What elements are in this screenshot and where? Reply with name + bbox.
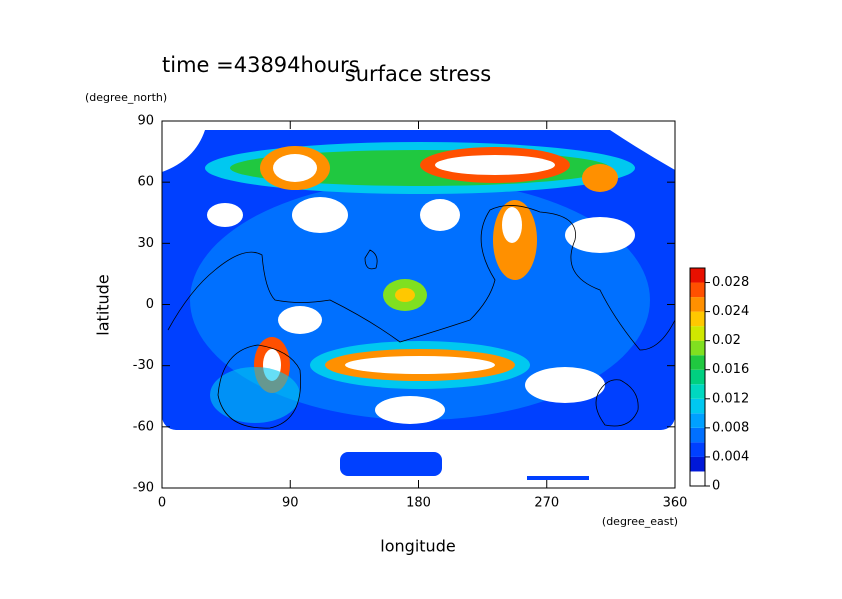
colorbar-segment: [690, 369, 705, 385]
x-tick-label: 90: [282, 496, 299, 511]
colorbar-segment: [690, 442, 705, 457]
colorbar-segment: [690, 471, 705, 486]
colorbar-tick-label: 0.016: [712, 362, 749, 377]
colorbar-tick-label: 0.02: [712, 333, 741, 348]
x-tick-label: 270: [534, 496, 559, 511]
colorbar-segment: [690, 456, 705, 472]
colorbar-segment: [690, 311, 705, 327]
x-tick-label: 360: [663, 496, 688, 511]
colorbar-segment: [690, 413, 705, 428]
coastlines: [167, 205, 676, 429]
colorbar-segment: [690, 268, 705, 283]
y-unit: (degree_north): [85, 91, 167, 104]
colorbar-tick-label: 0.028: [712, 275, 749, 290]
colorbar-tick-label: 0.004: [712, 449, 749, 464]
colorbar-segment: [690, 398, 705, 414]
y-tick-label: -60: [133, 419, 154, 434]
x-axis-label: longitude: [380, 537, 455, 556]
colorbar-segment: [690, 326, 705, 341]
y-axis-label: latitude: [94, 274, 113, 335]
colorbar-frame: [689, 267, 706, 487]
subtitle: time =43894hours: [162, 53, 360, 77]
colorbar-segment: [690, 384, 705, 399]
colorbar-tick-label: 0.024: [712, 304, 749, 319]
colorbar-tick-label: 0.012: [712, 391, 749, 406]
colorbar-segment: [690, 427, 705, 443]
y-tick-label: -30: [133, 358, 154, 373]
y-tick-label: 90: [137, 114, 154, 129]
colorbar-tick-label: 0: [712, 479, 720, 494]
y-tick-label: 30: [137, 236, 154, 251]
colorbar-segment: [690, 297, 705, 312]
chart-title: surface stress: [345, 62, 491, 86]
colorbar-segment: [690, 355, 705, 370]
x-tick-label: 180: [406, 496, 431, 511]
colorbar-tick-label: 0.008: [712, 420, 749, 435]
x-tick-label: 0: [158, 496, 166, 511]
y-tick-label: -90: [133, 481, 154, 496]
x-unit: (degree_east): [602, 515, 678, 528]
colorbar-segment: [690, 340, 705, 356]
contour-field: [162, 130, 675, 480]
y-tick-label: 0: [146, 297, 154, 312]
colorbar-segment: [690, 282, 705, 298]
y-tick-label: 60: [137, 175, 154, 190]
